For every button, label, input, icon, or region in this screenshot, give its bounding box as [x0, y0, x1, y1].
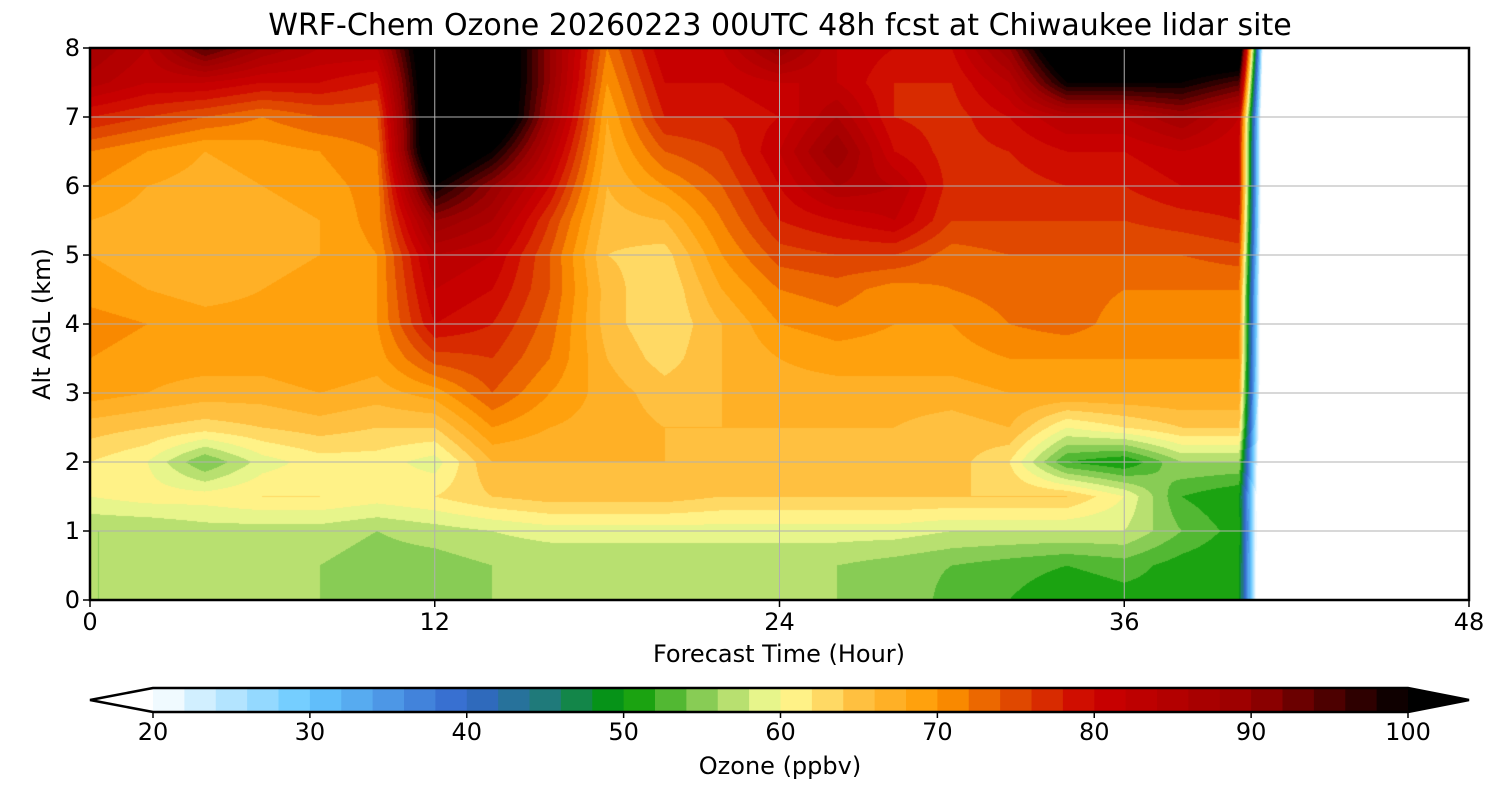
colorbar-tick-label: 40: [451, 718, 483, 746]
colorbar-segment: [404, 688, 436, 712]
y-tick-label: 8: [64, 34, 80, 62]
y-tick-label: 2: [64, 448, 80, 476]
colorbar-segment: [247, 688, 280, 712]
colorbar-segment: [717, 688, 750, 712]
y-tick-label: 7: [64, 103, 80, 131]
colorbar-segment: [435, 688, 468, 712]
colorbar-tick-label: 100: [1385, 718, 1431, 746]
colorbar-segment: [1376, 688, 1409, 712]
colorbar-tick-label: 70: [922, 718, 953, 746]
colorbar-segment: [1282, 688, 1315, 712]
x-axis-label: Forecast Time (Hour): [652, 640, 906, 668]
colorbar-segment: [1125, 688, 1158, 712]
colorbar-segment: [1188, 688, 1221, 712]
colorbar-tick-label: 80: [1078, 718, 1110, 746]
y-tick-label: 5: [64, 241, 80, 269]
colorbar-segment: [1219, 688, 1252, 712]
colorbar-segment: [1157, 688, 1189, 712]
colorbar-segment: [623, 688, 656, 712]
y-tick-label: 6: [64, 172, 80, 200]
colorbar-segment: [153, 688, 185, 712]
y-tick-label: 3: [64, 379, 80, 407]
colorbar-segment: [1094, 688, 1127, 712]
y-tick-label: 4: [64, 310, 80, 338]
colorbar-segment: [498, 688, 531, 712]
colorbar-segment: [1313, 688, 1346, 712]
y-axis-label: Alt AGL (km): [28, 248, 56, 400]
x-tick-label: 12: [419, 608, 451, 636]
colorbar-segment: [560, 688, 593, 712]
x-tick-label: 24: [764, 608, 795, 636]
colorbar-min-extend: [90, 688, 153, 712]
colorbar-label: Ozone (ppbv): [698, 752, 862, 780]
colorbar-segment: [843, 688, 876, 712]
x-tick-label: 48: [1453, 608, 1485, 636]
colorbar-segment: [968, 688, 1001, 712]
colorbar-segment: [1000, 688, 1033, 712]
colorbar-segment: [811, 688, 844, 712]
colorbar-segment: [874, 688, 907, 712]
colorbar-tick-label: 30: [294, 718, 326, 746]
colorbar-segment: [906, 688, 938, 712]
colorbar-segment: [655, 688, 687, 712]
x-tick-label: 36: [1108, 608, 1140, 636]
colorbar-segment: [529, 688, 562, 712]
colorbar-segment: [1345, 688, 1378, 712]
colorbar-segment: [278, 688, 311, 712]
colorbar-tick-label: 60: [765, 718, 796, 746]
colorbar-segment: [466, 688, 499, 712]
y-tick-label: 1: [64, 517, 80, 545]
colorbar-segment: [372, 688, 405, 712]
colorbar-segment: [215, 688, 248, 712]
colorbar-segment: [749, 688, 782, 712]
colorbar-segment: [309, 688, 342, 712]
plot-frame: [88, 46, 1471, 602]
colorbar-tick-label: 50: [608, 718, 639, 746]
x-tick-label: 0: [82, 608, 98, 636]
colorbar-max-extend: [1408, 688, 1469, 712]
colorbar-segment: [937, 688, 970, 712]
colorbar-segment: [592, 688, 625, 712]
colorbar-tick-label: 90: [1235, 718, 1267, 746]
colorbar-tick-label: 20: [137, 718, 169, 746]
colorbar-segment: [341, 688, 374, 712]
y-tick-label: 0: [64, 586, 80, 614]
colorbar-segment: [1251, 688, 1284, 712]
colorbar-segment: [1062, 688, 1095, 712]
colorbar-segment: [686, 688, 719, 712]
colorbar-segment: [184, 688, 217, 712]
chart-title: WRF-Chem Ozone 20260223 00UTC 48h fcst a…: [268, 8, 1292, 43]
colorbar-segment: [1031, 688, 1064, 712]
colorbar-segment: [780, 688, 813, 712]
